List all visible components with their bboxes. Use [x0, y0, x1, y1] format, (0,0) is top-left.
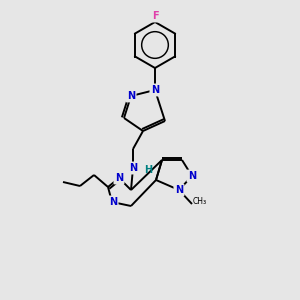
Text: N: N: [151, 85, 159, 95]
Text: CH₃: CH₃: [193, 196, 207, 206]
Text: N: N: [188, 171, 196, 181]
Text: N: N: [127, 91, 135, 101]
Text: H: H: [144, 165, 152, 175]
Text: N: N: [129, 163, 137, 173]
Text: N: N: [115, 173, 123, 183]
Text: N: N: [109, 197, 117, 207]
Text: N: N: [175, 185, 183, 195]
Text: F: F: [152, 11, 158, 21]
